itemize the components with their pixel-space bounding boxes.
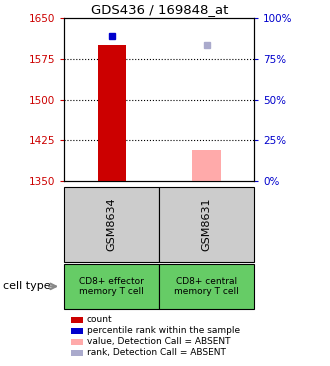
Text: count: count [87,315,113,324]
Text: percentile rank within the sample: percentile rank within the sample [87,326,240,335]
Bar [192,150,221,181]
Text: value, Detection Call = ABSENT: value, Detection Call = ABSENT [87,337,230,346]
Text: cell type: cell type [3,281,51,291]
Title: GDS436 / 169848_at: GDS436 / 169848_at [90,3,228,16]
Text: rank, Detection Call = ABSENT: rank, Detection Call = ABSENT [87,348,226,357]
Text: GSM8631: GSM8631 [202,197,212,251]
Text: CD8+ effector
memory T cell: CD8+ effector memory T cell [79,277,144,296]
Bar [98,45,126,181]
Text: CD8+ central
memory T cell: CD8+ central memory T cell [174,277,239,296]
Text: GSM8634: GSM8634 [107,197,117,251]
